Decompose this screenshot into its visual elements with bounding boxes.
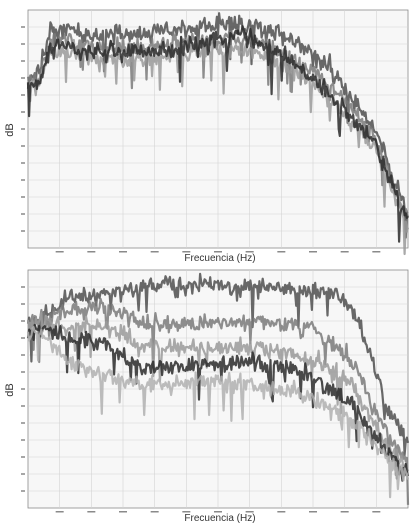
- y-tick-mark: [21, 196, 25, 198]
- bottom-ticks: [21, 286, 381, 513]
- x-tick-mark: [277, 511, 286, 513]
- spectrum-series-line: [26, 12, 409, 239]
- bottom-x-axis-title: Frecuencia (Hz): [184, 513, 255, 524]
- spectrum-series-line: [26, 29, 410, 218]
- x-tick-mark: [372, 251, 381, 253]
- spectrum-series-line: [26, 326, 410, 499]
- y-tick-mark: [21, 320, 25, 322]
- top-x-axis-title: Frecuencia (Hz): [184, 253, 255, 264]
- y-tick-mark: [21, 94, 25, 96]
- x-tick-mark: [309, 511, 317, 513]
- y-tick-mark: [21, 422, 25, 424]
- y-tick-mark: [21, 337, 25, 339]
- top-ticks: [21, 26, 381, 253]
- y-tick-mark: [21, 456, 25, 458]
- x-tick-mark: [214, 511, 222, 513]
- y-tick-mark: [21, 286, 25, 288]
- y-tick-mark: [21, 145, 25, 147]
- x-tick-mark: [214, 251, 222, 253]
- bottom-y-axis-title: dB: [4, 383, 16, 396]
- spectrum-series-line: [26, 311, 410, 477]
- x-tick-mark: [340, 251, 349, 253]
- y-tick-mark: [21, 371, 25, 373]
- x-tick-mark: [245, 511, 254, 513]
- y-tick-mark: [21, 230, 25, 232]
- x-tick-mark: [245, 251, 254, 253]
- y-tick-mark: [21, 473, 25, 475]
- top-y-axis-title: dB: [4, 123, 16, 136]
- top-spectrum-chart: Frecuencia (Hz) dB: [4, 9, 410, 264]
- x-tick-mark: [150, 511, 159, 513]
- spectrum-series-line: [26, 272, 410, 456]
- y-tick-mark: [21, 43, 25, 45]
- spectrum-series-line: [26, 25, 409, 243]
- y-tick-mark: [21, 179, 25, 181]
- y-tick-mark: [21, 128, 25, 130]
- x-tick-mark: [55, 511, 64, 513]
- y-tick-mark: [21, 213, 25, 215]
- x-tick-mark: [119, 251, 127, 253]
- x-tick-mark: [182, 251, 191, 253]
- y-tick-mark: [21, 162, 25, 164]
- x-tick-mark: [87, 511, 96, 513]
- y-tick-mark: [21, 405, 25, 407]
- y-tick-mark: [21, 60, 25, 62]
- y-tick-mark: [21, 303, 25, 305]
- top-series-group: [26, 12, 410, 256]
- spectrum-series-line: [26, 323, 410, 482]
- spectrum-series-line: [26, 38, 410, 256]
- x-tick-mark: [340, 511, 349, 513]
- y-tick-mark: [21, 26, 25, 28]
- y-tick-mark: [21, 388, 25, 390]
- y-tick-mark: [21, 439, 25, 441]
- x-tick-mark: [277, 251, 286, 253]
- x-tick-mark: [87, 251, 96, 253]
- y-tick-mark: [21, 77, 25, 79]
- x-tick-mark: [119, 511, 127, 513]
- y-tick-mark: [21, 354, 25, 356]
- x-tick-mark: [182, 511, 191, 513]
- x-tick-mark: [372, 511, 381, 513]
- x-tick-mark: [150, 251, 159, 253]
- y-tick-mark: [21, 111, 25, 113]
- x-tick-mark: [55, 251, 64, 253]
- x-tick-mark: [309, 251, 317, 253]
- y-tick-mark: [21, 490, 25, 492]
- spectrum-series-line: [26, 297, 410, 505]
- bottom-spectrum-chart: Frecuencia (Hz) dB: [4, 269, 410, 524]
- bottom-series-group: [26, 272, 410, 505]
